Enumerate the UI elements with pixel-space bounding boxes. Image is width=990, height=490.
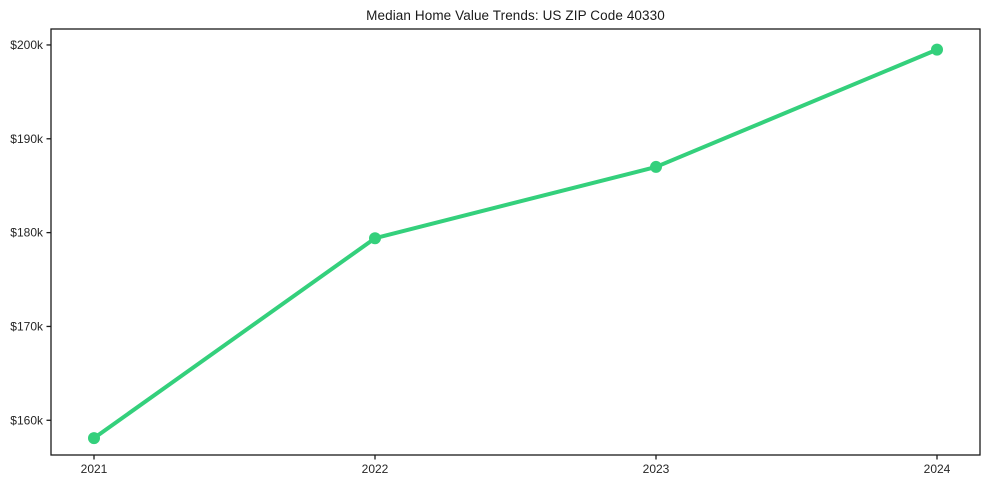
x-tick-label: 2021	[81, 462, 108, 476]
y-tick-label: $200k	[10, 38, 44, 52]
x-tick-label: 2023	[643, 462, 670, 476]
data-point-marker	[931, 43, 943, 56]
y-tick-label: $180k	[10, 226, 44, 240]
plot-border	[50, 28, 981, 456]
x-tick-label: 2022	[362, 462, 389, 476]
data-point-marker	[88, 432, 100, 445]
data-point-marker	[369, 232, 381, 245]
data-point-marker	[650, 160, 662, 173]
x-tick-label: 2024	[924, 462, 951, 476]
y-tick-label: $190k	[10, 132, 44, 146]
y-tick-label: $160k	[10, 413, 44, 427]
y-tick-label: $170k	[10, 319, 44, 333]
chart-title: Median Home Value Trends: US ZIP Code 40…	[366, 8, 665, 23]
trend-line	[92, 47, 939, 441]
